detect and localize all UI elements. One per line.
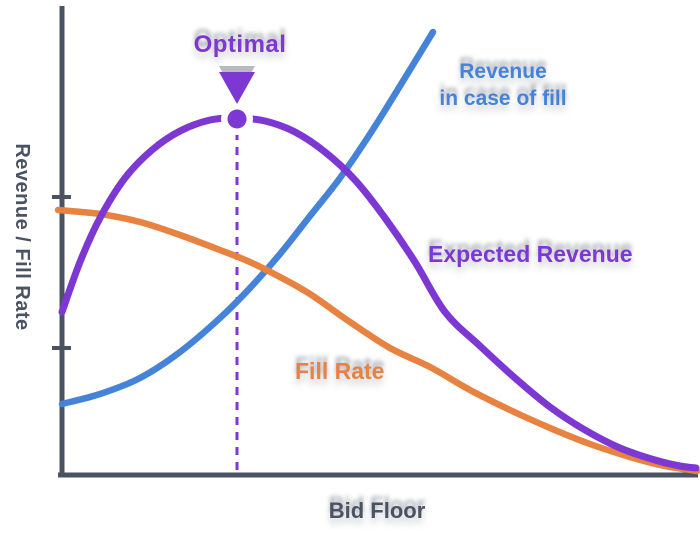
- revenue-in-case-of-fill-label-line2: in case of fill: [439, 87, 567, 110]
- optimal-annotation-label: Optimal: [193, 31, 287, 58]
- curve-fill-rate: [54, 206, 700, 475]
- revenue-in-case-of-fill-label: Revenue in case of fill: [439, 58, 566, 112]
- y-axis-label: Revenue / Fill Rate: [11, 143, 33, 331]
- optimal-arrow-down-icon: [219, 72, 255, 104]
- expected-revenue-label: Expected Revenue: [428, 241, 633, 267]
- fill-rate-label: Fill Rate: [295, 358, 385, 384]
- revenue-in-case-of-fill-label-line1: Revenue: [459, 60, 547, 83]
- optimal-point-marker: [227, 109, 247, 129]
- curve-expected-revenue: [58, 114, 700, 472]
- x-axis-label: Bid Floor: [328, 498, 426, 523]
